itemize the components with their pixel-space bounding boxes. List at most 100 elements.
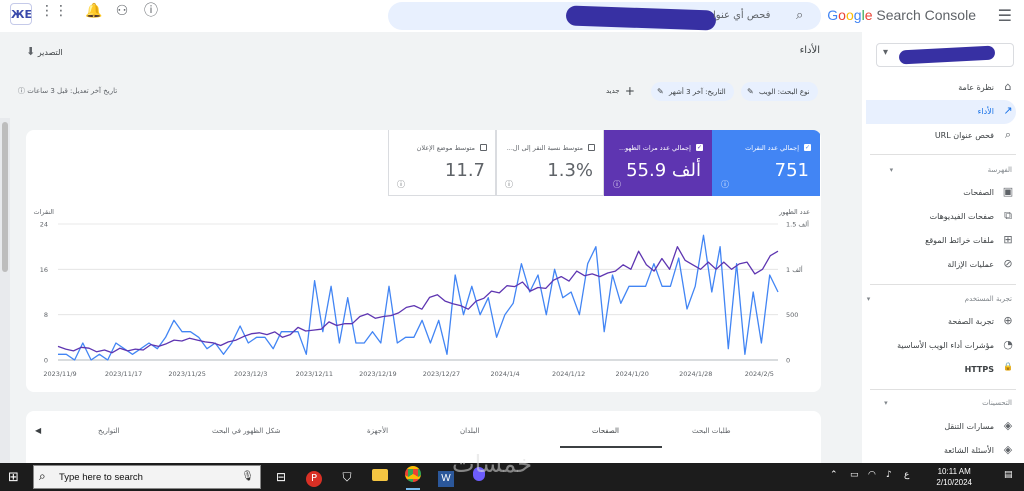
- tab-queries[interactable]: طلبات البحث: [692, 427, 731, 435]
- lock-icon: 🔒: [1003, 362, 1013, 371]
- sidebar-item-page-experience[interactable]: ⊕ تجربة الصفحة: [866, 310, 1016, 334]
- volume-icon[interactable]: ♪: [886, 470, 892, 480]
- search-type-filter-chip[interactable]: ✎ نوع البحث: الويب: [741, 82, 818, 101]
- dimension-tabs: طلبات البحث الصفحات البلدان الأجهزة شكل …: [26, 411, 821, 463]
- tab-search-appearance[interactable]: شكل الظهور في البحث: [212, 427, 281, 435]
- x-tick-label: 2024/1/12: [552, 370, 585, 378]
- tab-pages[interactable]: الصفحات: [592, 427, 619, 435]
- y-tick-left: 16: [40, 266, 48, 274]
- checkbox-unchecked-icon[interactable]: [588, 144, 595, 151]
- video-pages-icon: ⧉: [1004, 209, 1012, 222]
- sidebar-item-overview[interactable]: ⌂ نظرة عامة: [866, 76, 1016, 100]
- chrome-icon[interactable]: [398, 466, 428, 490]
- file-explorer-icon[interactable]: [365, 466, 395, 488]
- performance-chart[interactable]: النقرات عدد الظهور 0 0 8 500 16 1 ألف 24 1.5 ألف 2…: [26, 202, 821, 392]
- x-tick-label: 2024/1/28: [679, 370, 712, 378]
- security-shield-icon[interactable]: ⛉: [342, 470, 352, 484]
- product-logo[interactable]: Google Search Console: [827, 7, 976, 23]
- pages-icon: ▣: [1002, 185, 1014, 198]
- metric-average-position[interactable]: متوسط موضع الإعلان 11.7 ⓘ: [388, 130, 496, 196]
- date-filter-chip[interactable]: ✎ التاريخ: آخر 3 أشهر: [651, 82, 734, 101]
- clock-date: 2/10/2024: [936, 478, 972, 487]
- google-wordmark: Google: [827, 7, 873, 23]
- sidebar-item-video-pages[interactable]: ⧉ صفحات الفيديوهات: [866, 205, 1016, 229]
- clock-time: 10:11 AM: [937, 467, 971, 476]
- clock[interactable]: 10:11 AM 2/10/2024: [936, 466, 972, 488]
- sidebar-item-label: HTTPS: [964, 365, 994, 374]
- search-input[interactable]: فحص أي عنوا: [713, 10, 771, 21]
- system-tray: ⌃ ▭ ◠ ♪ ع 10:11 AM 2/10/2024 ▤: [824, 463, 1024, 491]
- help-icon[interactable]: ⓘ: [397, 180, 405, 189]
- section-indexing-header[interactable]: ▾ الفهرسة: [889, 166, 1012, 174]
- edit-icon: ✎: [747, 87, 754, 96]
- chevron-up-icon[interactable]: ⌃: [830, 470, 838, 480]
- metric-total-impressions[interactable]: ✓ إجمالي عدد مرات الظهو... 55.9 ألف ⓘ: [604, 130, 712, 196]
- scrollbar-thumb[interactable]: [2, 122, 8, 272]
- url-inspection-search[interactable]: فحص أي عنوا ⌕: [388, 2, 821, 31]
- help-icon[interactable]: ⓘ: [18, 87, 25, 95]
- network-icon[interactable]: ▭: [850, 470, 859, 480]
- pdf-app-icon[interactable]: P: [299, 466, 329, 488]
- microphone-icon[interactable]: 🎙: [241, 471, 254, 482]
- sidebar-item-removals[interactable]: ⊘ عمليات الإزالة: [866, 253, 1016, 277]
- x-tick-label: 2024/1/4: [490, 370, 519, 378]
- export-button[interactable]: ⬇ التصدير: [20, 45, 63, 58]
- redaction-mark: [898, 45, 996, 65]
- sidebar-item-core-web-vitals[interactable]: ◔ مؤشرات أداء الويب الأساسية: [866, 334, 1016, 358]
- tab-devices[interactable]: الأجهزة: [367, 427, 389, 435]
- section-enhancements-header[interactable]: ▾ التحسينات: [884, 399, 1012, 407]
- windows-taskbar: ⊞ ⌕ Type here to search 🎙 ⊟ P ⛉ W ⌃ ▭ ◠ …: [0, 463, 1024, 491]
- help-icon[interactable]: ⓘ: [144, 3, 158, 19]
- taskbar-search-input[interactable]: Type here to search: [59, 472, 143, 483]
- taskbar-search[interactable]: ⌕ Type here to search 🎙: [33, 465, 261, 489]
- sidebar-item-breadcrumbs[interactable]: ◈ مسارات التنقل: [866, 415, 1016, 439]
- property-selector[interactable]: ▾: [876, 43, 1014, 67]
- metric-total-clicks[interactable]: ✓ إجمالي عدد النقرات 751 ⓘ: [712, 130, 820, 196]
- notification-center-icon[interactable]: ▤: [1004, 470, 1013, 480]
- edit-icon: ✎: [657, 87, 664, 96]
- tab-countries[interactable]: البلدان: [460, 427, 480, 435]
- tab-dates[interactable]: التواريخ: [98, 427, 120, 435]
- users-settings-icon[interactable]: ⚇: [115, 3, 129, 19]
- search-icon[interactable]: ⌕: [796, 8, 804, 23]
- chevron-left-icon[interactable]: ◀: [35, 426, 42, 435]
- help-icon[interactable]: ⓘ: [721, 180, 729, 189]
- apps-grid-icon[interactable]: ⋮⋮: [40, 3, 68, 19]
- product-name: Search Console: [876, 7, 976, 23]
- notifications-bell-icon[interactable]: 🔔: [85, 3, 103, 19]
- section-experience-header[interactable]: ▾ تجربة المستخدم: [866, 295, 1012, 303]
- y-tick-right: 1 ألف: [786, 265, 803, 274]
- word-icon[interactable]: W: [431, 466, 461, 488]
- site-logo[interactable]: ЖЕ: [10, 3, 32, 25]
- wifi-icon[interactable]: ◠: [868, 470, 876, 480]
- task-view-icon[interactable]: ⊟: [275, 470, 287, 484]
- search-icon: ⌕: [1004, 128, 1012, 141]
- keyboard-language[interactable]: ع: [904, 470, 910, 480]
- sidebar-item-https[interactable]: 🔒 HTTPS: [866, 358, 1016, 382]
- chevron-down-icon: ▾: [866, 295, 871, 303]
- help-icon[interactable]: ⓘ: [613, 180, 621, 189]
- app-icon[interactable]: [464, 466, 494, 488]
- sidebar-item-url-inspection[interactable]: ⌕ فحص عنوان URL: [866, 124, 1016, 148]
- x-tick-label: 2024/1/20: [616, 370, 649, 378]
- sidebar-item-label: صفحات الفيديوهات: [929, 212, 994, 221]
- sidebar-item-sitemaps[interactable]: ⊞ ملفات خرائط الموقع: [866, 229, 1016, 253]
- sidebar-item-label: الأداء: [977, 107, 994, 116]
- y-tick-left: 0: [44, 357, 48, 365]
- windows-start-icon[interactable]: ⊞: [8, 470, 19, 485]
- speed-icon: ◔: [1003, 338, 1013, 351]
- metric-label: إجمالي عدد مرات الظهو...: [618, 144, 691, 152]
- new-filter-button[interactable]: جديد +: [606, 84, 635, 98]
- metric-average-ctr[interactable]: متوسط نسبة النقر إلى ال... 1.3% ⓘ: [496, 130, 604, 196]
- scrollbar[interactable]: [0, 118, 10, 463]
- help-icon[interactable]: ⓘ: [505, 180, 513, 189]
- main-menu-icon[interactable]: ☰: [997, 6, 1012, 25]
- sidebar-item-pages[interactable]: ▣ الصفحات: [866, 181, 1016, 205]
- x-tick-label: 2023/11/9: [43, 370, 76, 378]
- checkbox-checked-icon[interactable]: ✓: [696, 144, 703, 151]
- page-experience-icon: ⊕: [1003, 314, 1013, 327]
- checkbox-checked-icon[interactable]: ✓: [804, 144, 811, 151]
- sidebar-item-faq[interactable]: ◈ الأسئلة الشائعة: [866, 439, 1016, 463]
- sidebar-item-performance[interactable]: ↗ الأداء: [866, 100, 1016, 124]
- checkbox-unchecked-icon[interactable]: [480, 144, 487, 151]
